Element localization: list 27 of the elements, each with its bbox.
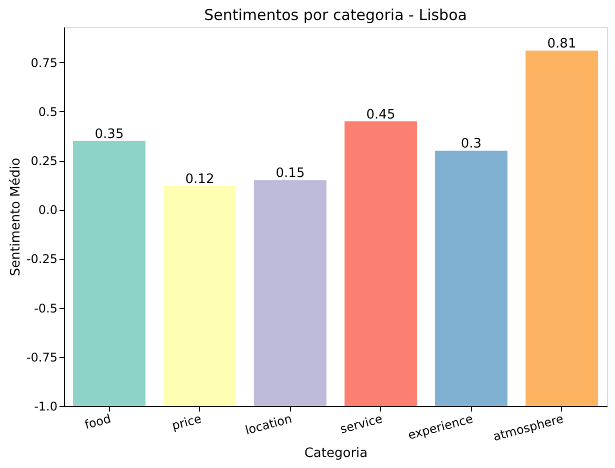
y-tick-label: -0.25 <box>26 252 58 266</box>
bar <box>254 180 326 406</box>
x-tick-label: location <box>244 412 294 438</box>
bar <box>526 50 598 406</box>
x-axis-title: Categoria <box>304 446 368 461</box>
data-label: 0.81 <box>547 36 576 52</box>
y-tick-label: 0.5 <box>38 104 58 119</box>
x-tick-label: food <box>83 412 112 432</box>
y-tick-label: -0.5 <box>34 301 58 316</box>
y-tick-label: 0.0 <box>38 203 58 218</box>
data-label: 0.15 <box>276 166 305 182</box>
y-axis-title: Sentimento Médio <box>8 158 24 276</box>
y-tick-label: 0.75 <box>30 56 58 70</box>
data-label: 0.3 <box>460 136 482 152</box>
data-label: 0.35 <box>94 126 124 142</box>
bar <box>73 140 146 406</box>
y-tick-label: -0.75 <box>26 350 58 364</box>
y-tick-label: -1.0 <box>34 400 58 414</box>
y-tick-label: 0.25 <box>30 154 58 168</box>
data-label: 0.12 <box>185 172 214 188</box>
x-tick-label: service <box>338 412 384 436</box>
data-label: 0.45 <box>366 107 396 122</box>
bar <box>435 150 508 406</box>
chart-title: Sentimentos por categoria - Lisboa <box>204 6 467 24</box>
bar <box>344 121 417 406</box>
x-tick-label: price <box>170 412 203 433</box>
bar <box>164 186 236 406</box>
